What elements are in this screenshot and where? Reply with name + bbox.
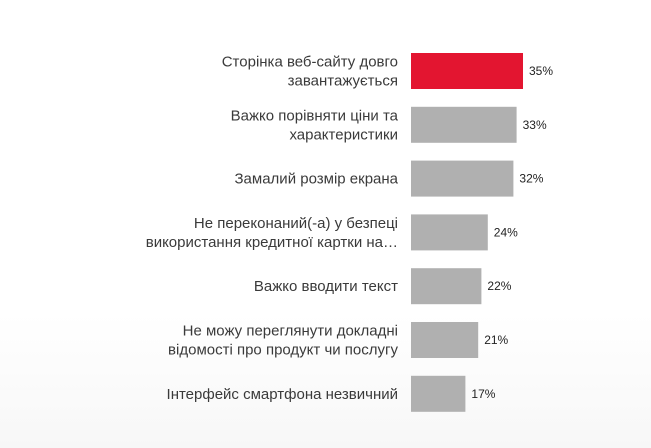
category-label-line: Важко порівняти ціни та bbox=[231, 107, 399, 124]
bar-4 bbox=[411, 268, 482, 305]
value-label-6: 17% bbox=[471, 387, 495, 401]
value-label-3: 24% bbox=[494, 225, 518, 239]
value-label-1: 33% bbox=[523, 118, 547, 132]
category-label-line: характеристики bbox=[289, 126, 398, 143]
bar-2 bbox=[411, 160, 514, 197]
category-label-1: Важко порівняти ціни та характеристики bbox=[231, 107, 399, 143]
category-label-5: Не можу переглянути докладні відомості пр… bbox=[168, 323, 398, 359]
bar-0 bbox=[411, 53, 523, 89]
bar-1 bbox=[411, 106, 517, 143]
category-label-line: використання кредитної картки на… bbox=[146, 234, 398, 251]
category-label-4: Важко вводити текст bbox=[254, 278, 398, 295]
category-label-6: Інтерфейс смартфона незвичний bbox=[167, 386, 398, 403]
bar-6 bbox=[411, 375, 466, 412]
category-label-line: відомості про продукт чи послугу bbox=[168, 342, 398, 359]
category-label-line: Важко вводити текст bbox=[254, 278, 398, 295]
value-label-5: 21% bbox=[484, 333, 508, 347]
bar-5 bbox=[411, 322, 479, 358]
category-label-line: Сторінка веб-сайту довго bbox=[222, 54, 398, 71]
value-label-2: 32% bbox=[519, 172, 543, 186]
category-label-3: Не переконаний(-а) у безпеці використання… bbox=[146, 215, 398, 251]
bar-3 bbox=[411, 214, 488, 251]
category-label-0: Сторінка веб-сайту довго завантажується bbox=[222, 54, 398, 90]
category-label-line: Інтерфейс смартфона незвичний bbox=[167, 386, 398, 403]
value-label-4: 22% bbox=[487, 279, 511, 293]
value-label-0: 35% bbox=[529, 64, 553, 78]
category-label-2: Замалий розмір екрана bbox=[235, 171, 399, 188]
category-label-line: Не переконаний(-а) у безпеці bbox=[194, 215, 398, 232]
category-label-line: Не можу переглянути докладні bbox=[183, 323, 398, 340]
category-label-line: завантажується bbox=[288, 73, 398, 90]
category-label-line: Замалий розмір екрана bbox=[235, 171, 399, 188]
